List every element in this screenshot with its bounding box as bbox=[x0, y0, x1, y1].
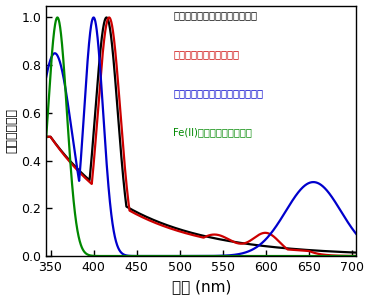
Text: ヘム＋アミノアルコール: ヘム＋アミノアルコール bbox=[174, 50, 239, 59]
Text: 血液＋アミノアルコールの上清: 血液＋アミノアルコールの上清 bbox=[174, 11, 258, 21]
Text: Fe(II)＋アミノアルコール: Fe(II)＋アミノアルコール bbox=[174, 127, 252, 137]
Y-axis label: 標準化吸光度: 標準化吸光度 bbox=[6, 108, 18, 153]
X-axis label: 波長 (nm): 波長 (nm) bbox=[172, 279, 231, 294]
Text: ビリベルジン＋アミノアルコール: ビリベルジン＋アミノアルコール bbox=[174, 88, 263, 98]
